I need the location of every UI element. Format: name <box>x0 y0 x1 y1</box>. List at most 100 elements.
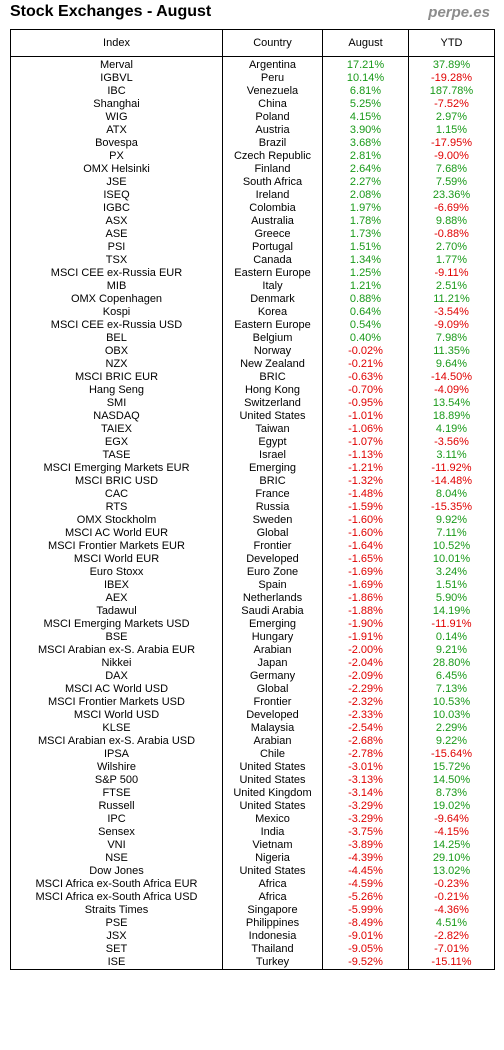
cell-index: JSE <box>10 176 223 189</box>
table-row: CAC France -1.48% 8.04% <box>10 488 495 501</box>
cell-august: -2.33% <box>322 709 409 722</box>
table-row: Sensex India -3.75% -4.15% <box>10 826 495 839</box>
cell-country: Ireland <box>222 189 323 202</box>
cell-august: -5.99% <box>322 904 409 917</box>
cell-ytd: 9.22% <box>408 735 495 748</box>
cell-august: -1.69% <box>322 566 409 579</box>
table-row: Straits Times Singapore -5.99% -4.36% <box>10 904 495 917</box>
cell-index: IGBC <box>10 202 223 215</box>
cell-ytd: 1.15% <box>408 124 495 137</box>
table-row: MSCI BRIC USD BRIC -1.32% -14.48% <box>10 475 495 488</box>
site-watermark: perpe.es <box>428 4 490 21</box>
cell-august: -3.01% <box>322 761 409 774</box>
table-row: MSCI Emerging Markets EUR Emerging -1.21% -… <box>10 462 495 475</box>
table-row: OMX Stockholm Sweden -1.60% 9.92% <box>10 514 495 527</box>
cell-august: -1.60% <box>322 527 409 540</box>
cell-index: MSCI World EUR <box>10 553 223 566</box>
table-row: ASX Australia 1.78% 9.88% <box>10 215 495 228</box>
cell-ytd: 1.51% <box>408 579 495 592</box>
cell-august: -3.13% <box>322 774 409 787</box>
cell-ytd: 11.21% <box>408 293 495 306</box>
cell-ytd: -9.64% <box>408 813 495 826</box>
cell-index: BEL <box>10 332 223 345</box>
cell-country: Global <box>222 527 323 540</box>
cell-country: Israel <box>222 449 323 462</box>
cell-ytd: -17.95% <box>408 137 495 150</box>
cell-ytd: -7.01% <box>408 943 495 956</box>
cell-ytd: 10.03% <box>408 709 495 722</box>
cell-ytd: -0.21% <box>408 891 495 904</box>
header-row: Index Country August YTD <box>10 29 495 57</box>
cell-ytd: 14.19% <box>408 605 495 618</box>
cell-august: 1.34% <box>322 254 409 267</box>
cell-country: Canada <box>222 254 323 267</box>
cell-august: 10.14% <box>322 72 409 85</box>
table-row: MSCI World EUR Developed -1.65% 10.01% <box>10 553 495 566</box>
cell-country: Czech Republic <box>222 150 323 163</box>
cell-august: 17.21% <box>322 56 409 72</box>
cell-index: KLSE <box>10 722 223 735</box>
table-row: Euro Stoxx Euro Zone -1.69% 3.24% <box>10 566 495 579</box>
cell-ytd: 7.11% <box>408 527 495 540</box>
cell-country: Turkey <box>222 956 323 970</box>
table-row: TSX Canada 1.34% 1.77% <box>10 254 495 267</box>
cell-index: Bovespa <box>10 137 223 150</box>
cell-country: Global <box>222 683 323 696</box>
column-header-ytd: YTD <box>408 29 495 57</box>
table-row: Kospi Korea 0.64% -3.54% <box>10 306 495 319</box>
table-row: MSCI Emerging Markets USD Emerging -1.90% -… <box>10 618 495 631</box>
cell-index: PX <box>10 150 223 163</box>
cell-ytd: -11.91% <box>408 618 495 631</box>
cell-country: Africa <box>222 891 323 904</box>
cell-ytd: -19.28% <box>408 72 495 85</box>
cell-index: MSCI BRIC USD <box>10 475 223 488</box>
cell-index: TASE <box>10 449 223 462</box>
table-row: Hang Seng Hong Kong -0.70% -4.09% <box>10 384 495 397</box>
table-row: IBEX Spain -1.69% 1.51% <box>10 579 495 592</box>
cell-ytd: 10.01% <box>408 553 495 566</box>
table-row: MSCI Arabian ex-S. Arabia EUR Arabian -2.0… <box>10 644 495 657</box>
table-row: Shanghai China 5.25% -7.52% <box>10 98 495 111</box>
cell-august: 1.97% <box>322 202 409 215</box>
cell-ytd: 3.24% <box>408 566 495 579</box>
cell-ytd: -3.56% <box>408 436 495 449</box>
cell-august: -4.39% <box>322 852 409 865</box>
cell-ytd: -14.50% <box>408 371 495 384</box>
cell-index: MSCI Emerging Markets USD <box>10 618 223 631</box>
cell-index: MSCI Africa ex-South Africa EUR <box>10 878 223 891</box>
cell-index: DAX <box>10 670 223 683</box>
cell-august: -1.48% <box>322 488 409 501</box>
cell-august: -2.04% <box>322 657 409 670</box>
cell-country: Japan <box>222 657 323 670</box>
table-row: MSCI CEE ex-Russia USD Eastern Europe 0.54… <box>10 319 495 332</box>
cell-country: Emerging <box>222 462 323 475</box>
cell-country: Greece <box>222 228 323 241</box>
cell-country: Russia <box>222 501 323 514</box>
cell-august: -1.07% <box>322 436 409 449</box>
table-row: NZX New Zealand -0.21% 9.64% <box>10 358 495 371</box>
cell-august: -9.05% <box>322 943 409 956</box>
table-row: OMX Helsinki Finland 2.64% 7.68% <box>10 163 495 176</box>
table-row: ISE Turkey -9.52% -15.11% <box>10 956 495 970</box>
cell-country: Philippines <box>222 917 323 930</box>
cell-august: -1.88% <box>322 605 409 618</box>
cell-august: 1.51% <box>322 241 409 254</box>
cell-ytd: 4.51% <box>408 917 495 930</box>
cell-august: -1.60% <box>322 514 409 527</box>
cell-ytd: 0.14% <box>408 631 495 644</box>
cell-country: Argentina <box>222 56 323 72</box>
table-body: Merval Argentina 17.21% 37.89% IGBVL Peru 10.1… <box>10 56 495 970</box>
cell-ytd: -15.35% <box>408 501 495 514</box>
table-row: MSCI Africa ex-South Africa USD Africa -5.… <box>10 891 495 904</box>
cell-august: 0.40% <box>322 332 409 345</box>
cell-index: Hang Seng <box>10 384 223 397</box>
cell-country: United States <box>222 865 323 878</box>
cell-index: Nikkei <box>10 657 223 670</box>
cell-august: 2.27% <box>322 176 409 189</box>
table-row: IGBVL Peru 10.14% -19.28% <box>10 72 495 85</box>
table-row: AEX Netherlands -1.86% 5.90% <box>10 592 495 605</box>
cell-country: Singapore <box>222 904 323 917</box>
cell-august: -4.59% <box>322 878 409 891</box>
cell-index: TAIEX <box>10 423 223 436</box>
table-row: Russell United States -3.29% 19.02% <box>10 800 495 813</box>
